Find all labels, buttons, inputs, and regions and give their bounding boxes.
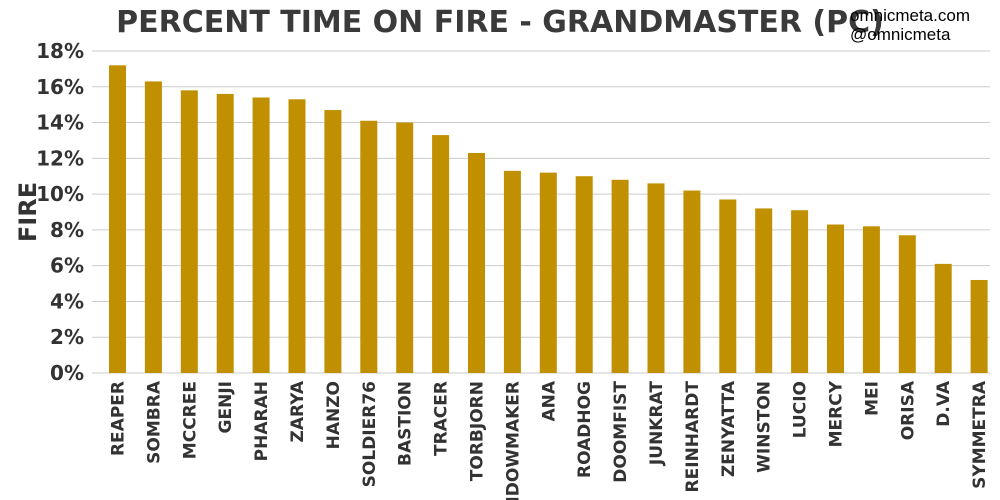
y-tick-label: 8% [50, 218, 84, 242]
x-tick-label: BASTION [396, 381, 416, 466]
x-tick-label: DOOMFIST [611, 381, 631, 483]
x-tick-label: JUNKRAT [647, 381, 667, 466]
bar-hanzo [324, 110, 342, 374]
y-axis-label: FIRE [14, 182, 42, 242]
x-tick-label: TORBJORN [468, 381, 488, 481]
bar-widowmaker [503, 170, 521, 373]
y-tick-label: 16% [36, 75, 84, 99]
y-tick-label: 6% [50, 254, 84, 278]
x-tick-label: GENJI [216, 381, 236, 433]
x-tick-label: WIDOWMAKER [503, 381, 523, 500]
bar-orisa [898, 235, 916, 373]
x-tick-label: WINSTON [755, 381, 775, 473]
y-tick-label: 12% [36, 146, 84, 170]
bar-roadhog [575, 176, 593, 373]
x-tick-label: ZARYA [288, 380, 308, 442]
y-tick-label: 2% [50, 325, 84, 349]
bars [109, 65, 988, 374]
x-tick-label: SOMBRA [144, 380, 164, 464]
chart-title: PERCENT TIME ON FIRE - GRANDMASTER (PC) [116, 5, 884, 40]
bar-pharah [252, 97, 270, 373]
bar-ana [539, 172, 557, 373]
y-tick-label: 4% [50, 289, 84, 313]
bar-reaper [109, 65, 126, 374]
x-tick-label: TRACER [432, 381, 452, 456]
x-tick-label: SYMMETRA [970, 380, 990, 489]
y-tick-labels: 0% 2% 4% 6% 8% 10% 12% 14% 16% 18% [36, 39, 84, 385]
bar-winston [755, 208, 773, 373]
x-tick-label: MEI [862, 381, 882, 416]
bar-zenyatta [719, 199, 737, 373]
bar-torbjorn [468, 152, 485, 373]
bar-soldier76 [360, 120, 378, 374]
bar-mercy [827, 224, 844, 373]
x-tick-labels: REAPER SOMBRA MCCREE GENJI PHARAH ZARYA HANZO S… [109, 380, 991, 500]
bar-zarya [288, 99, 306, 374]
bar-bastion [396, 122, 414, 373]
bar-symmetra [970, 279, 988, 373]
x-tick-label: SOLDIER76 [360, 381, 380, 487]
x-tick-label: MCCREE [180, 381, 200, 459]
bar-doomfist [611, 179, 629, 373]
x-tick-label: ZENYATTA [719, 380, 739, 477]
x-tick-label: MERCY [827, 380, 847, 447]
bar-sombra [144, 81, 162, 374]
y-tick-label: 18% [36, 39, 84, 63]
bar-lucio [791, 210, 809, 373]
bar-tracer [432, 135, 450, 373]
y-tick-label: 0% [50, 361, 84, 385]
x-tick-label: ANA [539, 380, 559, 421]
x-tick-label: LUCIO [791, 381, 811, 438]
x-tick-label: PHARAH [252, 381, 272, 461]
credit-handle: @omnicmeta [850, 25, 951, 44]
bar-d-va [934, 263, 952, 373]
bar-mei [862, 226, 880, 373]
y-tick-label: 14% [36, 111, 84, 135]
bar-mccree [180, 90, 198, 373]
x-tick-label: ROADHOG [575, 381, 595, 478]
x-tick-label: ORISA [898, 380, 918, 440]
x-tick-label: HANZO [324, 381, 344, 449]
bar-genji [216, 93, 234, 373]
credit-website: omnicmeta.com [850, 6, 970, 25]
bar-junkrat [647, 183, 665, 373]
x-tick-label: REAPER [109, 381, 129, 456]
x-tick-label: REINHARDT [683, 381, 703, 493]
x-tick-label: D.VA [934, 380, 954, 427]
y-tick-label: 10% [36, 182, 84, 206]
bar-reinhardt [683, 190, 701, 373]
